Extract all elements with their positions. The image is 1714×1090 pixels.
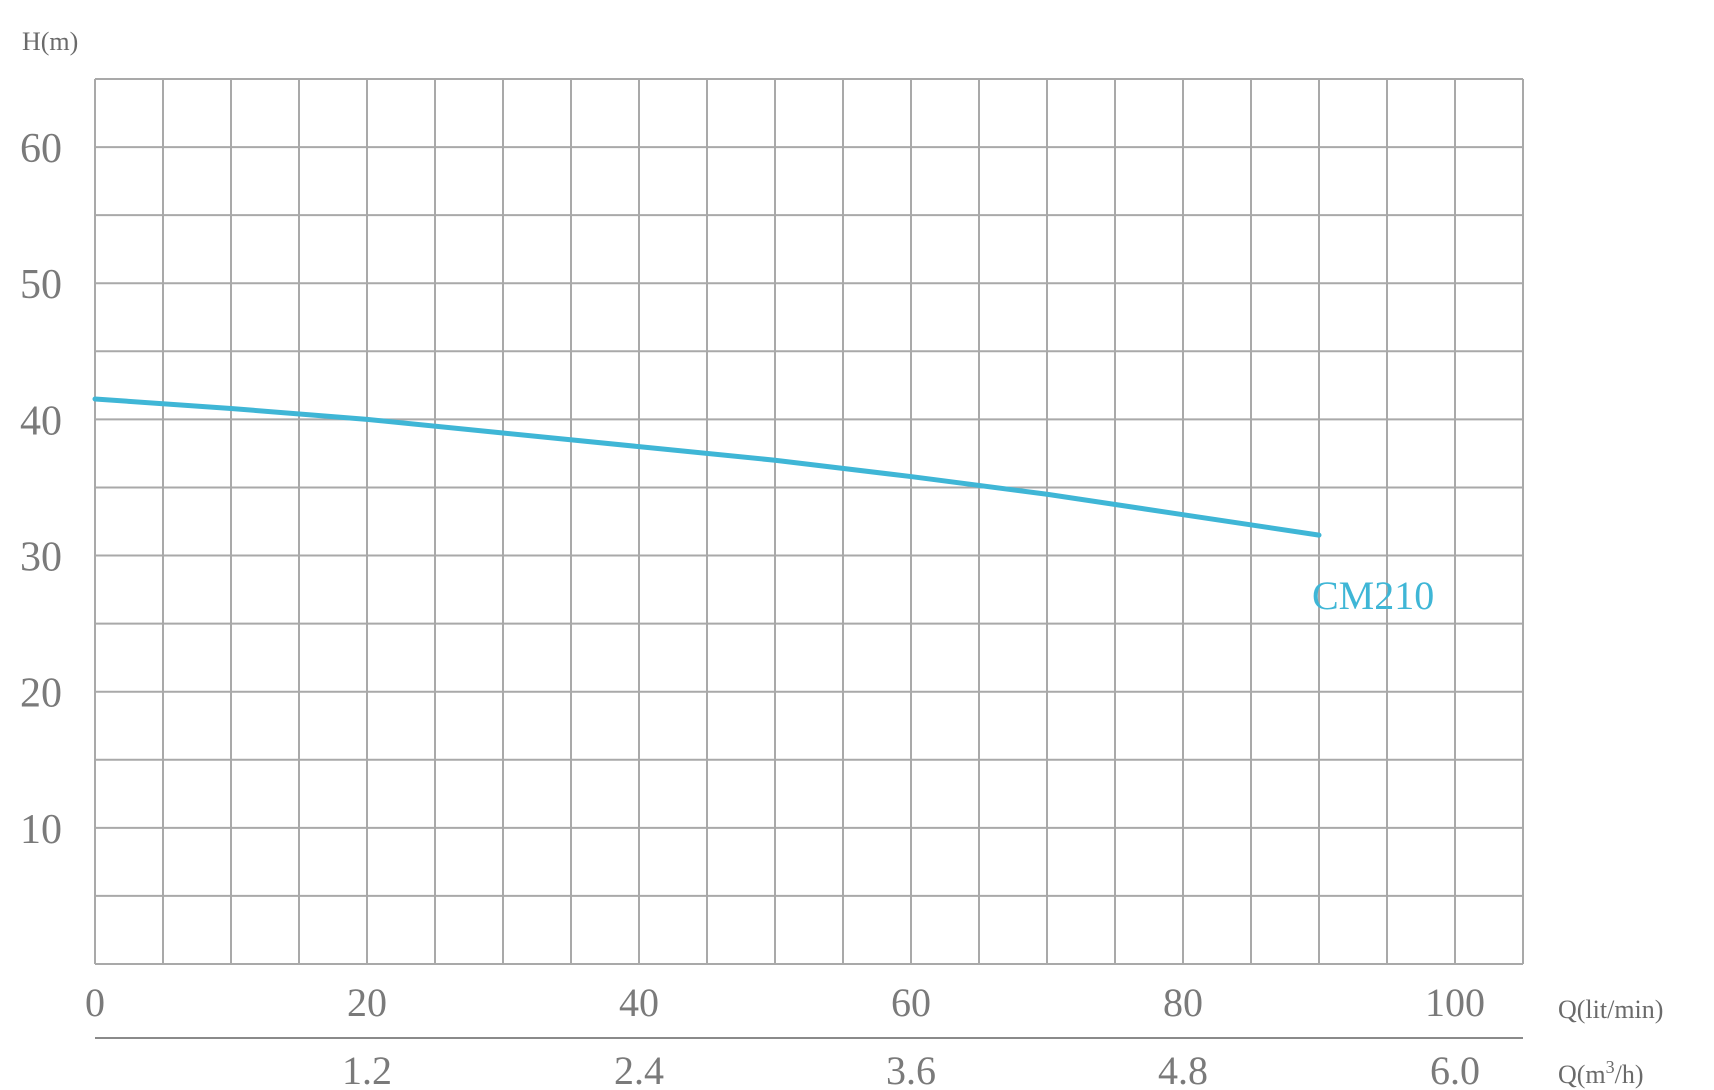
series-line-cm210: [92, 396, 1322, 538]
y-tick-labels: 10 20 30 40 50 60: [20, 126, 62, 853]
y-tick-label: 30: [20, 535, 62, 581]
secondary-x-axis-title-sup: 3: [1606, 1057, 1615, 1077]
series-label: CM210: [1312, 573, 1434, 618]
x-axis-title: Q(lit/min): [1558, 995, 1663, 1024]
secondary-x-tick-label: 2.4: [614, 1048, 664, 1090]
y-tick-label: 50: [20, 262, 62, 308]
y-tick-label: 60: [20, 126, 62, 172]
x-tick-label: 60: [891, 980, 931, 1025]
secondary-x-axis-title-prefix: Q(m: [1558, 1060, 1606, 1089]
y-axis-title: H(m): [22, 27, 78, 56]
x-tick-labels: 0 20 40 60 80 100: [85, 980, 1485, 1025]
y-tick-label: 40: [20, 398, 62, 444]
secondary-x-tick-label: 1.2: [342, 1048, 392, 1090]
x-tick-label: 40: [619, 980, 659, 1025]
x-tick-label: 20: [347, 980, 387, 1025]
x-tick-label: 80: [1163, 980, 1203, 1025]
secondary-x-axis-title: Q(m3/h): [1558, 1057, 1644, 1089]
secondary-x-tick-label: 6.0: [1430, 1048, 1480, 1090]
secondary-x-axis-title-suffix: /h): [1615, 1060, 1644, 1089]
grid: [94, 78, 1524, 965]
x-tick-label: 0: [85, 980, 105, 1025]
series-layer: CM210: [92, 396, 1434, 618]
secondary-x-tick-label: 4.8: [1158, 1048, 1208, 1090]
y-tick-label: 20: [20, 671, 62, 717]
secondary-x-tick-label: 3.6: [886, 1048, 936, 1090]
y-tick-label: 10: [20, 807, 62, 853]
secondary-x-tick-labels: 1.2 2.4 3.6 4.8 6.0: [342, 1048, 1480, 1090]
x-tick-label: 100: [1425, 980, 1485, 1025]
